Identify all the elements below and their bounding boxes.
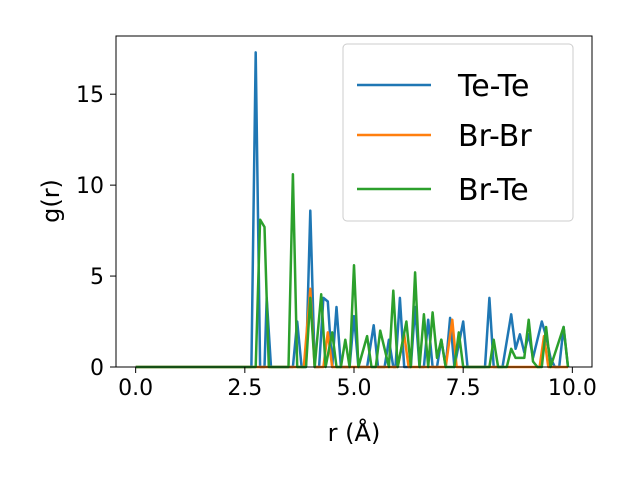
x-axis-label: r (Å) <box>328 418 381 447</box>
y-tick-label: 0 <box>90 356 104 381</box>
x-tick-label: 2.5 <box>227 376 262 401</box>
x-axis: 0.0 2.5 5.0 7.5 10.0 <box>118 367 597 401</box>
legend-box <box>342 43 574 222</box>
x-tick-label: 5.0 <box>337 376 372 401</box>
x-tick-label: 0.0 <box>118 376 153 401</box>
x-tick-label: 7.5 <box>446 376 481 401</box>
legend-label: Br-Br <box>458 119 532 154</box>
series-line-br-te <box>135 172 570 369</box>
y-tick-label: 5 <box>90 265 104 290</box>
y-tick-label: 10 <box>76 174 104 199</box>
x-tick-label: 10.0 <box>548 376 597 401</box>
legend-label: Te-Te <box>457 69 529 104</box>
legend: Te-Te Br-Br Br-Te <box>342 43 574 222</box>
y-axis: 0 5 10 15 <box>76 83 116 381</box>
legend-label: Br-Te <box>458 173 529 208</box>
y-tick-label: 15 <box>76 83 104 108</box>
y-axis-label: g(r) <box>37 179 65 223</box>
